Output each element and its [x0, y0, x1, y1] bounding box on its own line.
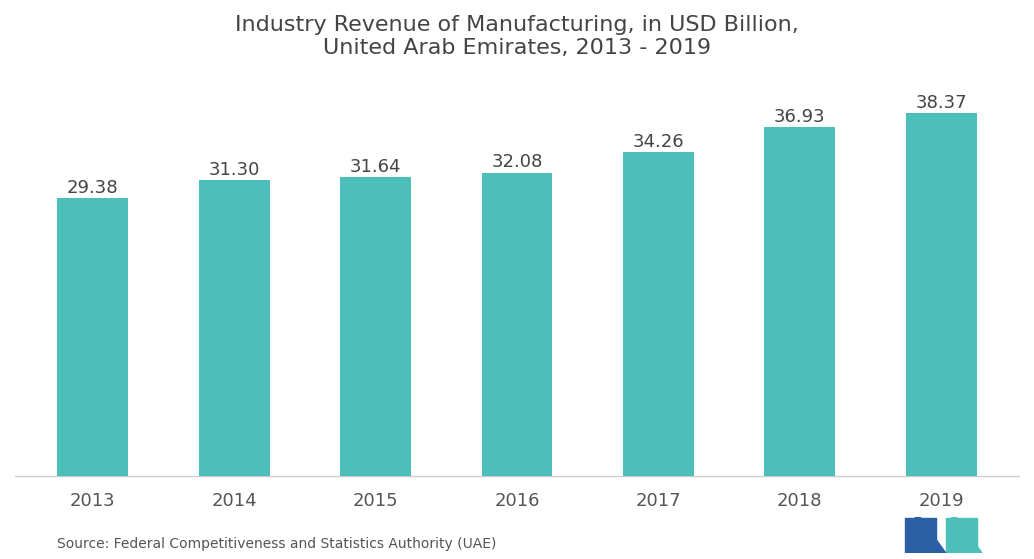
Bar	[58, 198, 128, 476]
Polygon shape	[946, 518, 977, 553]
Title: Industry Revenue of Manufacturing, in USD Billion,
United Arab Emirates, 2013 - : Industry Revenue of Manufacturing, in US…	[235, 15, 799, 58]
Text: Source: Federal Competitiveness and Statistics Authority (UAE): Source: Federal Competitiveness and Stat…	[57, 537, 496, 551]
Text: 38.37: 38.37	[915, 94, 967, 112]
Bar	[340, 177, 410, 476]
Polygon shape	[915, 518, 946, 553]
Bar	[199, 180, 270, 476]
Polygon shape	[905, 518, 936, 553]
Text: 29.38: 29.38	[67, 179, 119, 197]
Bar	[624, 152, 694, 476]
Text: 34.26: 34.26	[633, 133, 685, 151]
Bar	[906, 113, 976, 476]
Text: 31.30: 31.30	[209, 161, 260, 179]
Text: 32.08: 32.08	[491, 154, 543, 172]
Bar	[764, 127, 835, 476]
Polygon shape	[951, 518, 982, 553]
Text: 36.93: 36.93	[774, 108, 825, 126]
Bar	[482, 173, 552, 476]
Text: 31.64: 31.64	[349, 158, 401, 176]
